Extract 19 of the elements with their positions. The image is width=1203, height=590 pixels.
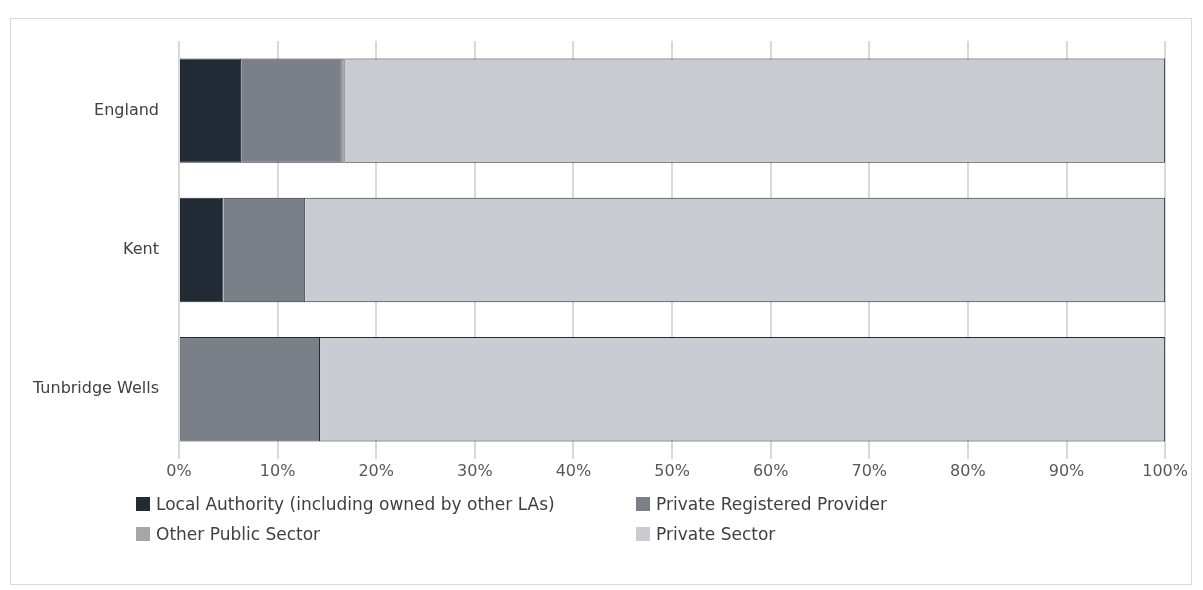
x-tick-label: 40% xyxy=(555,460,592,480)
x-tick-label: 30% xyxy=(457,460,493,480)
x-tick-label: 80% xyxy=(950,460,986,480)
x-tick-label: 60% xyxy=(752,460,789,480)
x-tick-label: 20% xyxy=(358,460,395,480)
legend-label: Local Authority (including owned by other LAs) xyxy=(156,494,555,514)
x-tick-label: 50% xyxy=(654,460,690,480)
y-tick-label: Tunbridge Wells xyxy=(32,378,159,398)
legend-label: Private Sector xyxy=(656,524,776,544)
x-tick-label: 0% xyxy=(166,460,192,480)
bar xyxy=(180,58,242,163)
legend-label: Private Registered Provider xyxy=(656,494,887,514)
y-tick-label: Kent xyxy=(123,239,159,259)
x-tick-label: 90% xyxy=(1048,460,1085,480)
legend-label: Other Public Sector xyxy=(156,524,321,544)
x-tick-label: 70% xyxy=(851,460,888,480)
x-tick-label: 10% xyxy=(259,460,296,480)
x-tick-label: 100% xyxy=(1142,460,1188,480)
y-tick-label: England xyxy=(94,99,159,119)
